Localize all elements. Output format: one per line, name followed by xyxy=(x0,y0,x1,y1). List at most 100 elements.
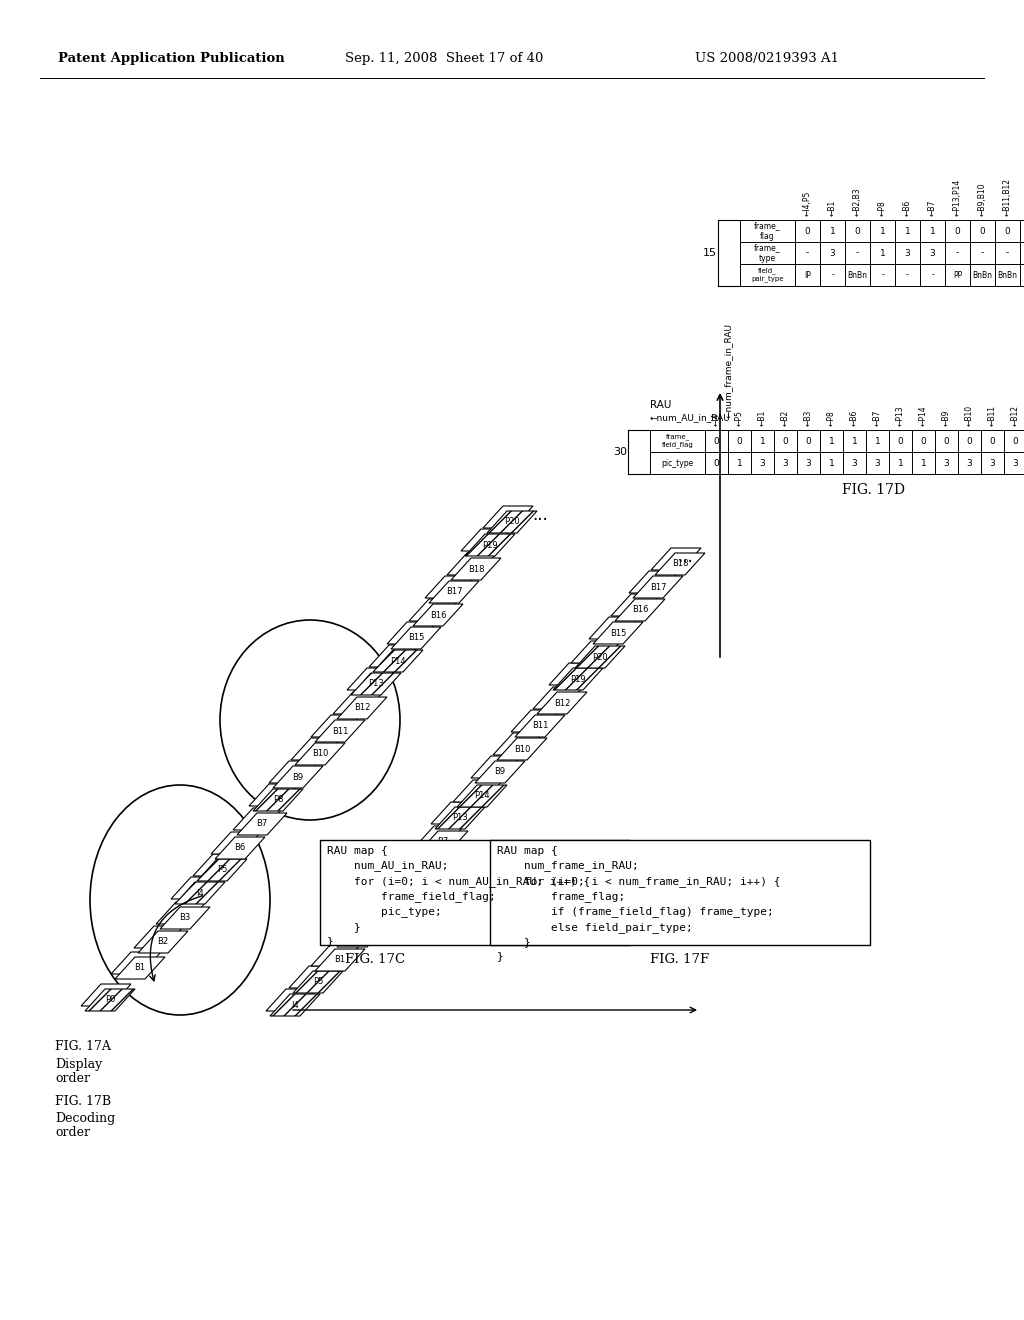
Text: ←B7: ←B7 xyxy=(928,199,937,216)
Polygon shape xyxy=(249,784,299,807)
Polygon shape xyxy=(293,972,343,993)
Text: 1: 1 xyxy=(874,437,881,446)
Polygon shape xyxy=(171,876,221,899)
Polygon shape xyxy=(160,907,210,929)
Text: pic_type: pic_type xyxy=(662,458,693,467)
Text: IP: IP xyxy=(804,271,811,280)
Polygon shape xyxy=(457,785,507,807)
Text: P14: P14 xyxy=(390,656,406,665)
Text: 0: 0 xyxy=(806,437,811,446)
Text: FIG. 17F: FIG. 17F xyxy=(650,953,710,966)
Text: frame_
flag: frame_ flag xyxy=(755,222,781,240)
Text: 0: 0 xyxy=(989,437,995,446)
Text: ←B12: ←B12 xyxy=(1011,405,1020,426)
Text: B2: B2 xyxy=(158,937,169,946)
Polygon shape xyxy=(273,766,323,788)
Text: 1: 1 xyxy=(828,437,835,446)
Text: 0: 0 xyxy=(855,227,860,235)
Text: ←B1: ←B1 xyxy=(828,199,837,216)
Text: 0: 0 xyxy=(954,227,961,235)
Text: order: order xyxy=(55,1072,90,1085)
Polygon shape xyxy=(215,837,265,859)
Text: 0: 0 xyxy=(898,437,903,446)
Text: B15: B15 xyxy=(408,634,424,643)
Text: -: - xyxy=(931,271,934,280)
Polygon shape xyxy=(266,989,316,1011)
Polygon shape xyxy=(431,803,481,824)
Polygon shape xyxy=(375,876,425,899)
Polygon shape xyxy=(651,548,701,570)
Text: 3: 3 xyxy=(852,458,857,467)
Text: BnBn: BnBn xyxy=(973,271,992,280)
Polygon shape xyxy=(447,553,497,576)
Polygon shape xyxy=(269,762,319,783)
Text: Display: Display xyxy=(55,1059,102,1071)
Polygon shape xyxy=(233,808,283,830)
Text: ←B2,B3: ←B2,B3 xyxy=(853,187,862,216)
Text: B12: B12 xyxy=(554,698,570,708)
Text: 3: 3 xyxy=(1013,458,1019,467)
Text: 1: 1 xyxy=(880,227,886,235)
Text: 3: 3 xyxy=(874,458,881,467)
Text: I4: I4 xyxy=(197,888,204,898)
Polygon shape xyxy=(253,789,303,810)
Text: Decoding: Decoding xyxy=(55,1111,116,1125)
Text: 1: 1 xyxy=(898,458,903,467)
Polygon shape xyxy=(369,645,419,667)
Text: 0: 0 xyxy=(980,227,985,235)
Polygon shape xyxy=(347,668,397,690)
Polygon shape xyxy=(655,553,705,576)
Text: P5: P5 xyxy=(312,978,324,986)
Text: RAU: RAU xyxy=(650,400,672,411)
Text: ...: ... xyxy=(677,548,693,566)
Text: ←P5: ←P5 xyxy=(735,411,744,426)
Text: frame_
field_flag: frame_ field_flag xyxy=(662,434,693,449)
Polygon shape xyxy=(589,616,639,639)
Polygon shape xyxy=(461,529,511,550)
Polygon shape xyxy=(435,807,485,829)
Polygon shape xyxy=(511,710,561,733)
Polygon shape xyxy=(337,925,387,946)
Polygon shape xyxy=(291,738,341,760)
Polygon shape xyxy=(571,642,621,663)
Text: ←num_frame_in_RAU: ←num_frame_in_RAU xyxy=(724,322,732,417)
Text: ←B6: ←B6 xyxy=(850,409,859,426)
Polygon shape xyxy=(356,898,406,919)
Polygon shape xyxy=(575,645,625,668)
Text: P8: P8 xyxy=(394,883,406,892)
Text: PP: PP xyxy=(953,271,963,280)
Text: B11: B11 xyxy=(531,722,548,730)
Polygon shape xyxy=(483,506,534,528)
Polygon shape xyxy=(270,994,319,1016)
Text: 0: 0 xyxy=(714,437,720,446)
Polygon shape xyxy=(360,902,410,924)
Text: -: - xyxy=(856,248,859,257)
Text: B3: B3 xyxy=(179,913,190,923)
Polygon shape xyxy=(138,931,188,953)
Polygon shape xyxy=(537,692,587,714)
Polygon shape xyxy=(111,952,161,974)
Text: Patent Application Publication: Patent Application Publication xyxy=(58,51,285,65)
Text: ←B9: ←B9 xyxy=(942,409,951,426)
Text: B18: B18 xyxy=(468,565,484,573)
Polygon shape xyxy=(391,850,441,873)
Polygon shape xyxy=(611,594,662,616)
Polygon shape xyxy=(475,762,525,783)
Text: B12: B12 xyxy=(354,704,371,713)
Polygon shape xyxy=(425,576,475,598)
Text: -: - xyxy=(955,248,959,257)
Text: BnBn: BnBn xyxy=(997,271,1018,280)
Polygon shape xyxy=(629,572,679,593)
Text: 3: 3 xyxy=(904,248,910,257)
Polygon shape xyxy=(534,686,583,709)
Text: P20: P20 xyxy=(504,517,520,527)
Polygon shape xyxy=(351,673,401,696)
Text: B6: B6 xyxy=(234,843,246,853)
FancyBboxPatch shape xyxy=(490,840,870,945)
Text: 30: 30 xyxy=(613,447,627,457)
Text: -: - xyxy=(831,271,834,280)
Text: B10: B10 xyxy=(312,750,328,759)
Polygon shape xyxy=(413,605,463,626)
Text: order: order xyxy=(55,1126,90,1139)
Text: ←B6: ←B6 xyxy=(903,199,912,216)
